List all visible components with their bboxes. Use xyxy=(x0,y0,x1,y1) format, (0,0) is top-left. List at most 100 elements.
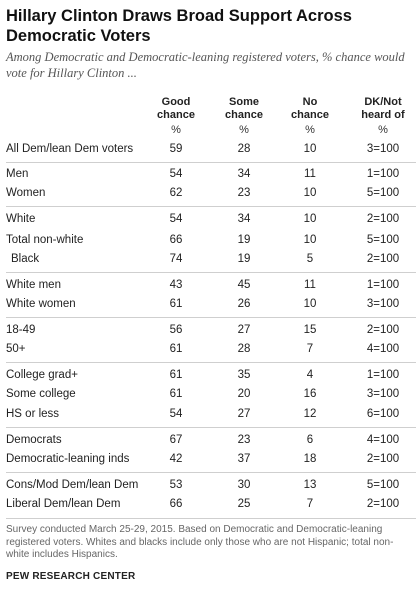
cell-good-chance: 61 xyxy=(169,388,183,400)
cell-good-chance: 61 xyxy=(169,369,183,381)
cell-dk-not-heard: 6=100 xyxy=(366,408,400,420)
cell-some-chance: 35 xyxy=(237,369,251,381)
column-header-no-chance: No chance xyxy=(291,96,329,121)
cell-dk-not-heard: 2=100 xyxy=(366,453,400,465)
cell-some-chance: 20 xyxy=(237,388,251,400)
table-row: Cons/Mod Dem/lean Dem 53 30 13 5=100 xyxy=(0,479,420,497)
cell-no-chance: 10 xyxy=(303,143,317,155)
cell-no-chance: 11 xyxy=(304,168,316,180)
cell-some-chance: 34 xyxy=(237,213,251,225)
divider xyxy=(6,206,416,207)
table-row: College grad+ 61 35 4 1=100 xyxy=(0,369,420,387)
cell-some-chance: 23 xyxy=(237,434,251,446)
cell-no-chance: 18 xyxy=(303,453,317,465)
cell-dk-not-heard: 3=100 xyxy=(366,298,400,310)
cell-dk-not-heard: 4=100 xyxy=(366,343,400,355)
cell-no-chance: 6 xyxy=(306,434,314,446)
row-label: White xyxy=(6,213,36,225)
cell-good-chance: 54 xyxy=(169,213,183,225)
cell-dk-not-heard: 3=100 xyxy=(366,143,400,155)
column-unit: % xyxy=(305,124,315,136)
table-row: 18-49 56 27 15 2=100 xyxy=(0,324,420,342)
cell-good-chance: 61 xyxy=(169,298,183,310)
cell-good-chance: 66 xyxy=(169,234,183,246)
column-header-good-chance: Good chance xyxy=(157,96,195,121)
cell-dk-not-heard: 1=100 xyxy=(366,279,400,291)
row-label: Total non-white xyxy=(6,234,84,246)
table-row: White 54 34 10 2=100 xyxy=(0,213,420,231)
cell-no-chance: 10 xyxy=(303,234,317,246)
cell-good-chance: 56 xyxy=(169,324,183,336)
column-unit: % xyxy=(378,124,388,136)
divider xyxy=(6,162,416,163)
table-row: White men 43 45 11 1=100 xyxy=(0,279,420,297)
cell-dk-not-heard: 1=100 xyxy=(366,369,400,381)
cell-dk-not-heard: 2=100 xyxy=(366,498,400,510)
cell-some-chance: 45 xyxy=(237,279,251,291)
row-label: Women xyxy=(6,187,46,199)
cell-dk-not-heard: 1=100 xyxy=(366,168,400,180)
cell-no-chance: 13 xyxy=(303,479,317,491)
cell-dk-not-heard: 2=100 xyxy=(366,253,400,265)
divider xyxy=(6,272,416,273)
divider xyxy=(6,362,416,363)
divider xyxy=(6,427,416,428)
table-row: Democratic-leaning inds 42 37 18 2=100 xyxy=(0,453,420,471)
row-label: Men xyxy=(6,168,29,180)
cell-no-chance: 7 xyxy=(306,343,314,355)
column-header-some-chance: Some chance xyxy=(225,96,263,121)
cell-dk-not-heard: 5=100 xyxy=(366,479,400,491)
table-row: Some college 61 20 16 3=100 xyxy=(0,388,420,406)
divider xyxy=(6,518,416,519)
row-label: College grad+ xyxy=(6,369,78,381)
row-label: Some college xyxy=(6,388,76,400)
row-label: Democrats xyxy=(6,434,62,446)
cell-no-chance: 10 xyxy=(303,298,317,310)
row-label: White men xyxy=(6,279,61,291)
table-row: Men 54 34 11 1=100 xyxy=(0,168,420,186)
table-row: 50+ 61 28 7 4=100 xyxy=(0,343,420,361)
cell-some-chance: 28 xyxy=(237,143,251,155)
footnote: Survey conducted March 25-29, 2015. Base… xyxy=(6,524,394,560)
cell-good-chance: 74 xyxy=(169,253,183,265)
cell-good-chance: 59 xyxy=(169,143,183,155)
cell-some-chance: 27 xyxy=(237,324,251,336)
divider xyxy=(6,472,416,473)
cell-no-chance: 10 xyxy=(303,213,317,225)
cell-some-chance: 25 xyxy=(237,498,251,510)
row-label: Cons/Mod Dem/lean Dem xyxy=(6,479,139,491)
column-unit: % xyxy=(171,124,181,136)
cell-some-chance: 23 xyxy=(237,187,251,199)
column-unit: % xyxy=(239,124,249,136)
divider xyxy=(6,317,416,318)
row-label: 50+ xyxy=(6,343,26,355)
table-row: Liberal Dem/lean Dem 66 25 7 2=100 xyxy=(0,498,420,516)
row-label: 18-49 xyxy=(6,324,36,336)
cell-no-chance: 12 xyxy=(303,408,317,420)
row-label: Liberal Dem/lean Dem xyxy=(6,498,121,510)
cell-no-chance: 10 xyxy=(303,187,317,199)
cell-some-chance: 37 xyxy=(237,453,251,465)
table-row: White women 61 26 10 3=100 xyxy=(0,298,420,316)
cell-dk-not-heard: 2=100 xyxy=(366,213,400,225)
row-label: White women xyxy=(6,298,76,310)
cell-no-chance: 11 xyxy=(304,279,316,291)
cell-good-chance: 53 xyxy=(169,479,183,491)
cell-some-chance: 19 xyxy=(237,253,251,265)
cell-no-chance: 4 xyxy=(306,369,314,381)
cell-some-chance: 27 xyxy=(237,408,251,420)
row-label: HS or less xyxy=(6,408,60,420)
row-label: All Dem/lean Dem voters xyxy=(6,143,134,155)
cell-no-chance: 5 xyxy=(306,253,314,265)
cell-no-chance: 7 xyxy=(306,498,314,510)
cell-dk-not-heard: 3=100 xyxy=(366,388,400,400)
cell-good-chance: 54 xyxy=(169,168,183,180)
cell-some-chance: 28 xyxy=(237,343,251,355)
cell-good-chance: 66 xyxy=(169,498,183,510)
cell-dk-not-heard: 5=100 xyxy=(366,187,400,199)
cell-no-chance: 15 xyxy=(303,324,317,336)
row-label: Black xyxy=(11,253,40,265)
table-row: Democrats 67 23 6 4=100 xyxy=(0,434,420,452)
cell-dk-not-heard: 2=100 xyxy=(366,324,400,336)
